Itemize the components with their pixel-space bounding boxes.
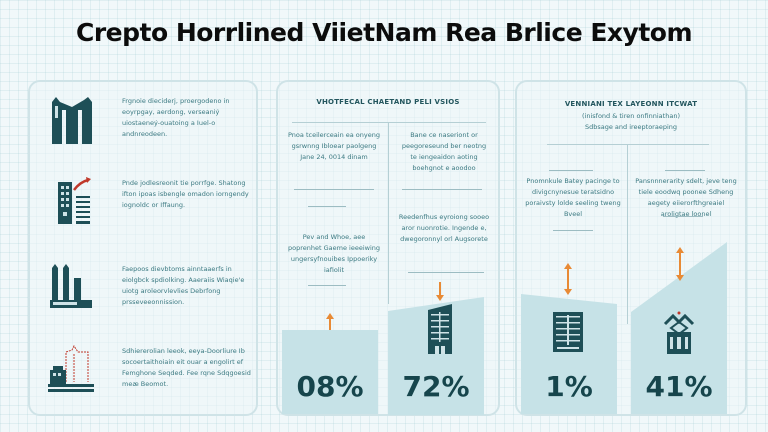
left-row-3: Faepoos dievbtoms ainntaaerfs in eiolgbc… — [30, 252, 256, 332]
bar-08 — [282, 330, 378, 414]
right-chart-panel: VENNIANI TEX LAYEONN ITCWAT (inisfond & … — [515, 80, 747, 416]
divider — [294, 189, 374, 190]
bar-72-shape — [388, 297, 484, 415]
page-title: Crepto Horrlined ViietNam Rea Brlice Exy… — [75, 18, 693, 47]
column-divider — [388, 122, 389, 304]
right-subheading: (inisfond & tiren onfinniathan) — [582, 112, 680, 120]
cell-text: Pev and Whoe, aee poprenhet Gaeme ieeeiw… — [288, 233, 381, 274]
left-row-4: Sdhiererolian leeok, eeya-Doorliure Ib s… — [30, 334, 256, 414]
left-row-1: Frgnoie dieciderj, proergodeno in eoyrpg… — [30, 84, 256, 164]
divider — [547, 144, 709, 145]
building-growth-chart-icon — [44, 176, 100, 226]
divider — [308, 285, 346, 286]
divider — [665, 170, 705, 171]
divider — [408, 272, 484, 273]
cell-text: Pansnnnerarity sdelt, jeve teng tiele eo… — [635, 177, 737, 218]
cell-text: Pnoa tceilerceain ea onyeng gsrwnng Iblo… — [288, 131, 380, 161]
percentage-value: 72% — [402, 370, 470, 403]
left-row-text: Faepoos dievbtoms ainntaaerfs in eiolgbc… — [122, 265, 245, 306]
apartment-block-icon — [553, 312, 583, 352]
office-building-icon — [426, 304, 454, 354]
cell-text: Bane ce naseriont or peegoreseund ber ne… — [401, 131, 487, 172]
column-divider — [627, 144, 628, 324]
arrow-up-icon — [326, 313, 334, 330]
percentage-value: 41% — [645, 370, 713, 403]
divider — [308, 206, 346, 207]
cell-text: Pnomnkule Batey pacinge to divigcnynesue… — [525, 177, 621, 218]
left-row-text: Pnde jodlesreonit tie porrfge. Shatong i… — [122, 179, 249, 209]
divider — [292, 122, 486, 123]
left-row-text: Sdhiererolian leeok, eeya-Doorliure Ib s… — [122, 347, 251, 388]
bar-1-shape — [521, 294, 617, 414]
arrow-updown-icon — [564, 263, 572, 295]
bar-41-shape — [631, 242, 727, 414]
twin-tower-building-icon — [44, 94, 100, 144]
divider — [549, 170, 593, 171]
arrow-down-icon — [436, 282, 444, 301]
factory-city-icon — [44, 344, 100, 394]
left-row-text: Frgnoie dieciderj, proergodeno in eoyrpg… — [122, 97, 230, 138]
percentage-value: 08% — [296, 370, 364, 403]
left-row-2: Pnde jodlesreonit tie porrfge. Shatong i… — [30, 166, 256, 246]
divider — [402, 189, 482, 190]
middle-heading: VHOTFECAL CHAETAND PELI VSIOS — [316, 98, 460, 106]
divider — [663, 216, 703, 217]
divider — [553, 230, 593, 231]
right-subheading: Sdbsage and ireeptoraeping — [584, 123, 678, 131]
arrow-updown-icon — [676, 247, 684, 281]
left-info-panel: Frgnoie dieciderj, proergodeno in eoyrpg… — [28, 80, 258, 416]
city-skyline-bars-icon — [44, 262, 100, 312]
right-heading: VENNIANI TEX LAYEONN ITCWAT — [564, 100, 698, 108]
percentage-value: 1% — [545, 370, 593, 403]
cell-text: Reedenfhus eyroiong sooeo aror nuonrotie… — [398, 213, 490, 243]
heritage-house-icon — [663, 310, 695, 354]
middle-chart-panel: VHOTFECAL CHAETAND PELI VSIOS Pnoa tceil… — [276, 80, 500, 416]
